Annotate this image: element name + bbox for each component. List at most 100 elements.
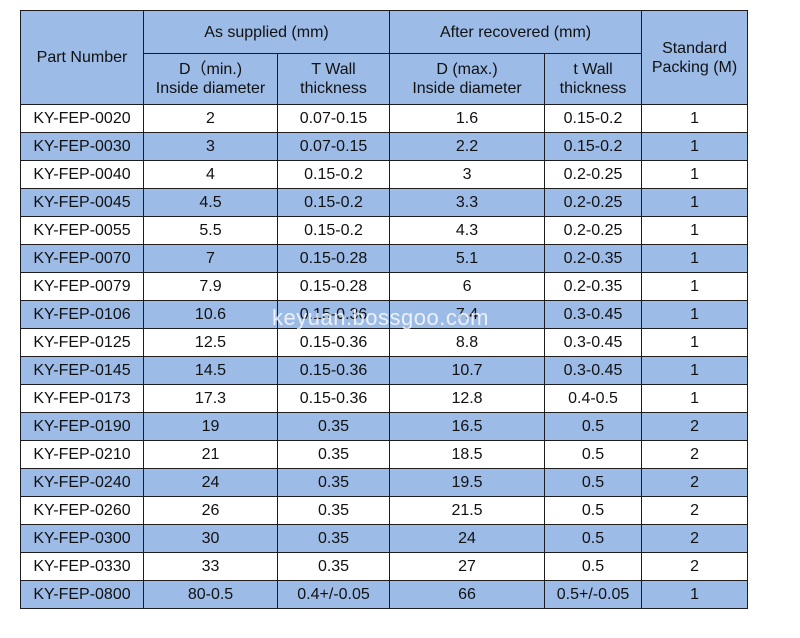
header-standard-packing-text: Standard Packing (M) (651, 39, 738, 76)
table-body: KY-FEP-0020 2 0.07-0.15 1.6 0.15-0.2 1 KY-FEP-… (20, 104, 749, 609)
cell-part-number: KY-FEP-0173 (20, 384, 144, 413)
table-row: KY-FEP-0020 2 0.07-0.15 1.6 0.15-0.2 1 (20, 104, 749, 133)
cell-t-wall-supplied: 0.15-0.36 (276, 328, 391, 357)
cell-part-number: KY-FEP-0055 (20, 216, 144, 245)
cell-t-wall-recovered: 0.2-0.35 (544, 272, 643, 301)
cell-d-max: 66 (389, 580, 546, 609)
header-d-max-line2: Inside diameter (412, 80, 522, 97)
header-t-wall-recovered-line1: t Wall (573, 61, 613, 78)
cell-part-number: KY-FEP-0800 (20, 580, 144, 609)
cell-d-max: 3 (389, 160, 546, 189)
cell-part-number: KY-FEP-0210 (20, 440, 144, 469)
cell-t-wall-recovered: 0.5 (544, 468, 643, 497)
header-part-number: Part Number (20, 10, 144, 105)
cell-d-min: 2 (143, 104, 278, 133)
cell-t-wall-recovered: 0.2-0.25 (544, 188, 643, 217)
cell-t-wall-supplied: 0.35 (276, 552, 391, 581)
cell-part-number: KY-FEP-0030 (20, 132, 144, 161)
cell-d-max: 6 (389, 272, 546, 301)
table-row: KY-FEP-0079 7.9 0.15-0.28 6 0.2-0.35 1 (20, 272, 749, 301)
cell-d-max: 18.5 (389, 440, 546, 469)
cell-packing: 2 (641, 440, 749, 469)
cell-t-wall-supplied: 0.35 (276, 440, 391, 469)
cell-t-wall-recovered: 0.5 (544, 552, 643, 581)
cell-t-wall-supplied: 0.15-0.2 (276, 188, 391, 217)
cell-t-wall-supplied: 0.35 (276, 524, 391, 553)
cell-t-wall-supplied: 0.15-0.36 (276, 300, 391, 329)
cell-d-min: 30 (143, 524, 278, 553)
cell-packing: 1 (641, 132, 749, 161)
cell-d-min: 14.5 (143, 356, 278, 385)
cell-part-number: KY-FEP-0145 (20, 356, 144, 385)
table-row: KY-FEP-0125 12.5 0.15-0.36 8.8 0.3-0.45 1 (20, 328, 749, 357)
cell-d-max: 27 (389, 552, 546, 581)
cell-t-wall-recovered: 0.5 (544, 412, 643, 441)
cell-t-wall-recovered: 0.3-0.45 (544, 328, 643, 357)
cell-d-min: 33 (143, 552, 278, 581)
cell-part-number: KY-FEP-0330 (20, 552, 144, 581)
cell-t-wall-supplied: 0.35 (276, 496, 391, 525)
cell-d-min: 7 (143, 244, 278, 273)
cell-t-wall-supplied: 0.15-0.36 (276, 356, 391, 385)
header-d-max: D (max.) Inside diameter (389, 53, 546, 105)
cell-packing: 1 (641, 384, 749, 413)
header-standard-packing: Standard Packing (M) (641, 10, 749, 105)
cell-t-wall-supplied: 0.15-0.2 (276, 160, 391, 189)
cell-t-wall-supplied: 0.15-0.28 (276, 272, 391, 301)
header-t-wall-recovered-line2: thickness (559, 80, 627, 97)
header-t-wall-supplied-line2: thickness (300, 80, 367, 97)
cell-t-wall-supplied: 0.07-0.15 (276, 132, 391, 161)
table-row: KY-FEP-0800 80-0.5 0.4+/-0.05 66 0.5+/-0.05 1 (20, 580, 749, 609)
cell-d-max: 19.5 (389, 468, 546, 497)
cell-d-max: 16.5 (389, 412, 546, 441)
cell-part-number: KY-FEP-0020 (20, 104, 144, 133)
cell-part-number: KY-FEP-0040 (20, 160, 144, 189)
cell-t-wall-recovered: 0.3-0.45 (544, 300, 643, 329)
cell-d-min: 5.5 (143, 216, 278, 245)
cell-packing: 2 (641, 524, 749, 553)
cell-t-wall-supplied: 0.07-0.15 (276, 104, 391, 133)
cell-part-number: KY-FEP-0190 (20, 412, 144, 441)
cell-d-max: 3.3 (389, 188, 546, 217)
cell-t-wall-recovered: 0.5 (544, 496, 643, 525)
cell-packing: 1 (641, 580, 749, 609)
table-row: KY-FEP-0106 10.6 0.15-0.36 7.4 0.3-0.45 1 (20, 300, 749, 329)
cell-d-min: 4.5 (143, 188, 278, 217)
cell-t-wall-supplied: 0.4+/-0.05 (276, 580, 391, 609)
cell-t-wall-supplied: 0.35 (276, 468, 391, 497)
cell-d-min: 12.5 (143, 328, 278, 357)
cell-d-min: 7.9 (143, 272, 278, 301)
cell-d-min: 10.6 (143, 300, 278, 329)
cell-d-max: 5.1 (389, 244, 546, 273)
cell-packing: 1 (641, 328, 749, 357)
cell-d-max: 21.5 (389, 496, 546, 525)
table-row: KY-FEP-0055 5.5 0.15-0.2 4.3 0.2-0.25 1 (20, 216, 749, 245)
cell-d-max: 1.6 (389, 104, 546, 133)
cell-t-wall-recovered: 0.5 (544, 440, 643, 469)
cell-packing: 2 (641, 412, 749, 441)
cell-t-wall-supplied: 0.35 (276, 412, 391, 441)
cell-part-number: KY-FEP-0300 (20, 524, 144, 553)
cell-part-number: KY-FEP-0079 (20, 272, 144, 301)
cell-d-max: 10.7 (389, 356, 546, 385)
cell-d-max: 24 (389, 524, 546, 553)
cell-d-min: 80-0.5 (143, 580, 278, 609)
spec-table: Part Number As supplied (mm) After recov… (20, 10, 749, 609)
table-row: KY-FEP-0070 7 0.15-0.28 5.1 0.2-0.35 1 (20, 244, 749, 273)
cell-d-max: 4.3 (389, 216, 546, 245)
table-row: KY-FEP-0300 30 0.35 24 0.5 2 (20, 524, 749, 553)
table-row: KY-FEP-0040 4 0.15-0.2 3 0.2-0.25 1 (20, 160, 749, 189)
cell-t-wall-recovered: 0.15-0.2 (544, 104, 643, 133)
cell-t-wall-recovered: 0.5+/-0.05 (544, 580, 643, 609)
header-after-recovered: After recovered (mm) (389, 10, 643, 54)
cell-part-number: KY-FEP-0106 (20, 300, 144, 329)
cell-t-wall-recovered: 0.2-0.25 (544, 216, 643, 245)
cell-packing: 2 (641, 468, 749, 497)
cell-part-number: KY-FEP-0070 (20, 244, 144, 273)
header-t-wall-supplied: T Wall thickness (276, 53, 391, 105)
cell-d-min: 19 (143, 412, 278, 441)
cell-packing: 2 (641, 496, 749, 525)
cell-packing: 1 (641, 300, 749, 329)
cell-d-max: 8.8 (389, 328, 546, 357)
cell-packing: 1 (641, 272, 749, 301)
